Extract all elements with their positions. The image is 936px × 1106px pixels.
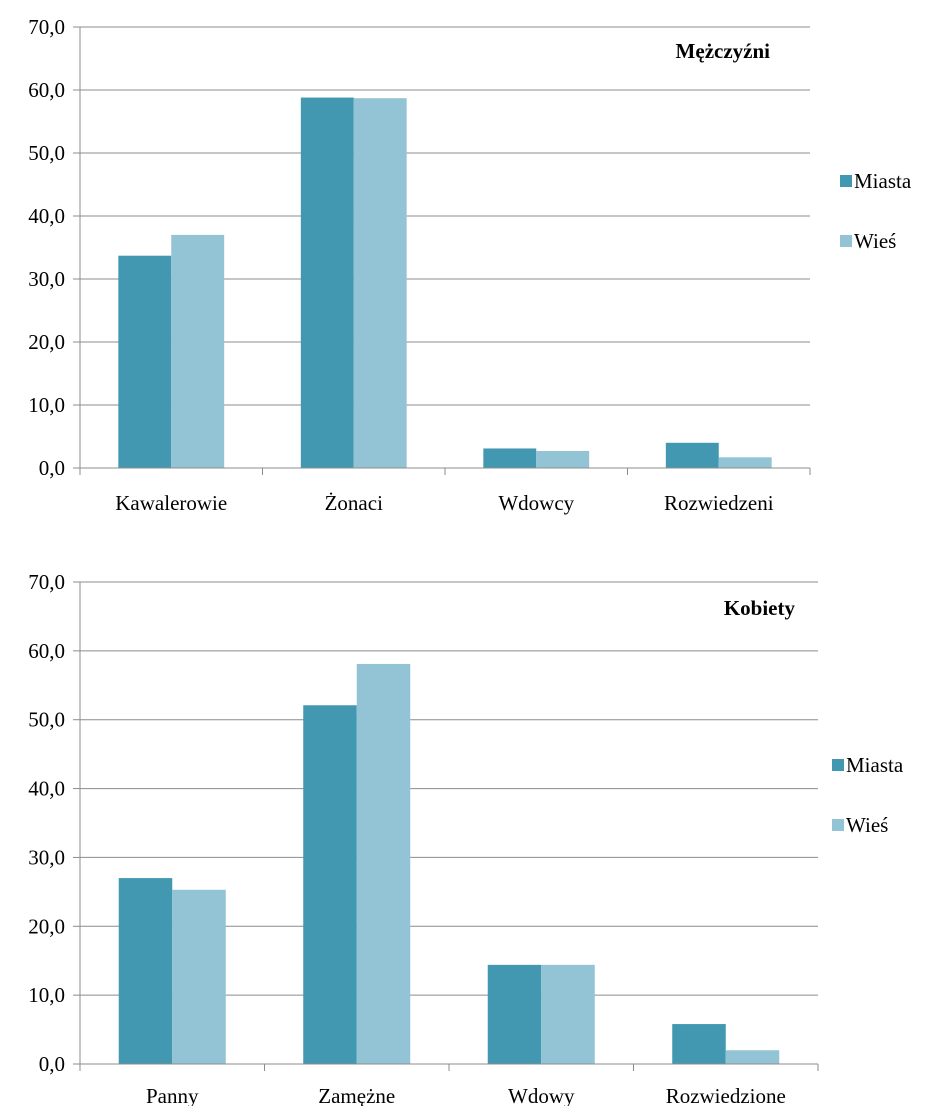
y-tick-label: 40,0 [28, 204, 65, 228]
legend-swatch-wies [832, 819, 844, 831]
bar-miasta-1 [118, 255, 172, 468]
x-tick-label: Zamężne [318, 1084, 395, 1106]
chart-1: 0,0 10,0 20,0 30,0 40,0 50,0 60,0 70,0 Kawalerow… [28, 15, 912, 515]
y-tick-label: 10,0 [28, 983, 65, 1007]
y-tick-label: 0,0 [39, 1052, 65, 1076]
chart-2: 0,0 10,0 20,0 30,0 40,0 50,0 60,0 70,0 Panny Zamę… [28, 570, 904, 1106]
y-tick-label: 50,0 [28, 708, 65, 732]
x-tick-label: Kawalerowie [115, 491, 227, 515]
bar-wies-3 [541, 964, 595, 1064]
legend-swatch-wies [840, 235, 852, 247]
x-tick-label: Rozwiedzeni [664, 491, 774, 515]
y-tick-label: 20,0 [28, 330, 65, 354]
x-tick-label: Wdowcy [498, 491, 574, 515]
y-tick-label: 70,0 [28, 570, 65, 594]
bar-miasta-4 [672, 1024, 726, 1064]
y-tick-label: 0,0 [39, 456, 65, 480]
legend-label-wies: Wieś [846, 813, 888, 837]
y-tick-label: 70,0 [28, 15, 65, 39]
x-tick-label: Wdowy [508, 1084, 575, 1106]
legend-swatch-miasta [840, 175, 852, 187]
bar-wies-4 [718, 457, 772, 468]
bar-wies-4 [725, 1050, 780, 1064]
legend-label-miasta: Miasta [854, 169, 912, 193]
bar-miasta-4 [665, 442, 719, 468]
y-tick-label: 60,0 [28, 78, 65, 102]
y-tick-label: 60,0 [28, 639, 65, 663]
bar-miasta-3 [483, 448, 537, 468]
y-tick-label: 50,0 [28, 141, 65, 165]
bar-wies-3 [536, 450, 590, 468]
bar-miasta-2 [300, 97, 354, 468]
bar-miasta-2 [303, 705, 357, 1064]
chart-title: Mężczyźni [676, 39, 771, 63]
legend-swatch-miasta [832, 759, 844, 771]
y-tick-label: 20,0 [28, 914, 65, 938]
chart-title: Kobiety [724, 596, 796, 620]
bar-wies-1 [172, 889, 226, 1064]
legend-label-miasta: Miasta [846, 753, 904, 777]
x-tick-label: Panny [146, 1084, 199, 1106]
bar-miasta-3 [487, 964, 542, 1064]
y-tick-label: 10,0 [28, 393, 65, 417]
y-tick-label: 40,0 [28, 777, 65, 801]
x-tick-label: Rozwiedzione [666, 1084, 786, 1106]
bar-wies-2 [356, 663, 411, 1064]
bar-wies-1 [171, 234, 225, 468]
x-tick-label: Żonaci [325, 491, 383, 515]
y-tick-label: 30,0 [28, 845, 65, 869]
y-tick-label: 30,0 [28, 267, 65, 291]
legend-label-wies: Wieś [854, 229, 896, 253]
bar-miasta-1 [118, 878, 173, 1064]
bar-wies-2 [353, 98, 407, 468]
